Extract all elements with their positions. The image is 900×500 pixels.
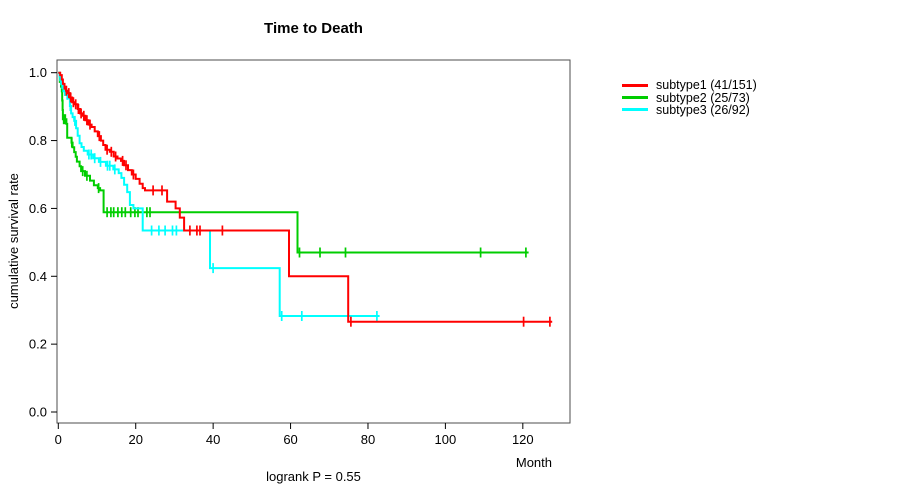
legend-line-swatch [622, 83, 648, 87]
legend-line-swatch [622, 108, 648, 112]
x-axis-label: Month [515, 455, 552, 470]
x-tick-label: 80 [361, 432, 375, 447]
legend-label: subtype1 (41/151) [656, 78, 757, 93]
x-tick-label: 40 [206, 432, 220, 447]
logrank-annotation: logrank P = 0.55 [266, 469, 361, 484]
x-axis: 0 20 40 60 80 100 120 [55, 423, 534, 447]
series-subtype3 [58, 71, 380, 321]
x-tick-label: 20 [128, 432, 142, 447]
y-tick-label: 0.8 [29, 133, 47, 148]
survival-curve-subtype3 [58, 71, 380, 317]
y-tick-label: 0.6 [29, 201, 47, 216]
x-tick-label: 60 [283, 432, 297, 447]
survival-curve-subtype2 [58, 71, 529, 254]
series-subtype2 [58, 71, 529, 258]
legend: subtype1 (41/151) subtype2 (25/73) subtype… [622, 78, 757, 117]
x-tick-label: 0 [55, 432, 62, 447]
y-tick-label: 1.0 [29, 65, 47, 80]
y-tick-label: 0.4 [29, 269, 47, 284]
legend-label: subtype2 (25/73) [656, 90, 750, 105]
x-tick-label: 100 [435, 432, 457, 447]
legend-item: subtype2 (25/73) [622, 90, 757, 105]
legend-item: subtype1 (41/151) [622, 78, 757, 93]
chart-title: Time to Death [264, 20, 363, 37]
plot-box [56, 59, 571, 424]
y-axis-label: cumulative survival rate [6, 173, 21, 309]
legend-item: subtype3 (26/92) [622, 102, 757, 117]
legend-line-swatch [622, 96, 648, 100]
series-subtype1 [58, 71, 553, 327]
y-axis: 0.0 0.2 0.4 0.6 0.8 1.0 [29, 65, 57, 420]
y-tick-label: 0.2 [29, 337, 47, 352]
legend-label: subtype3 (26/92) [656, 102, 750, 117]
survival-curve-subtype1 [58, 71, 553, 323]
y-tick-label: 0.0 [29, 405, 47, 420]
x-tick-label: 120 [512, 432, 534, 447]
